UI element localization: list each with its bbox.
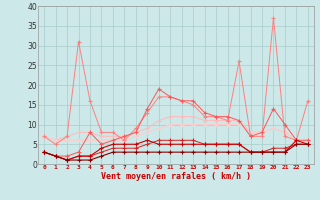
X-axis label: Vent moyen/en rafales ( km/h ): Vent moyen/en rafales ( km/h ) xyxy=(101,172,251,181)
